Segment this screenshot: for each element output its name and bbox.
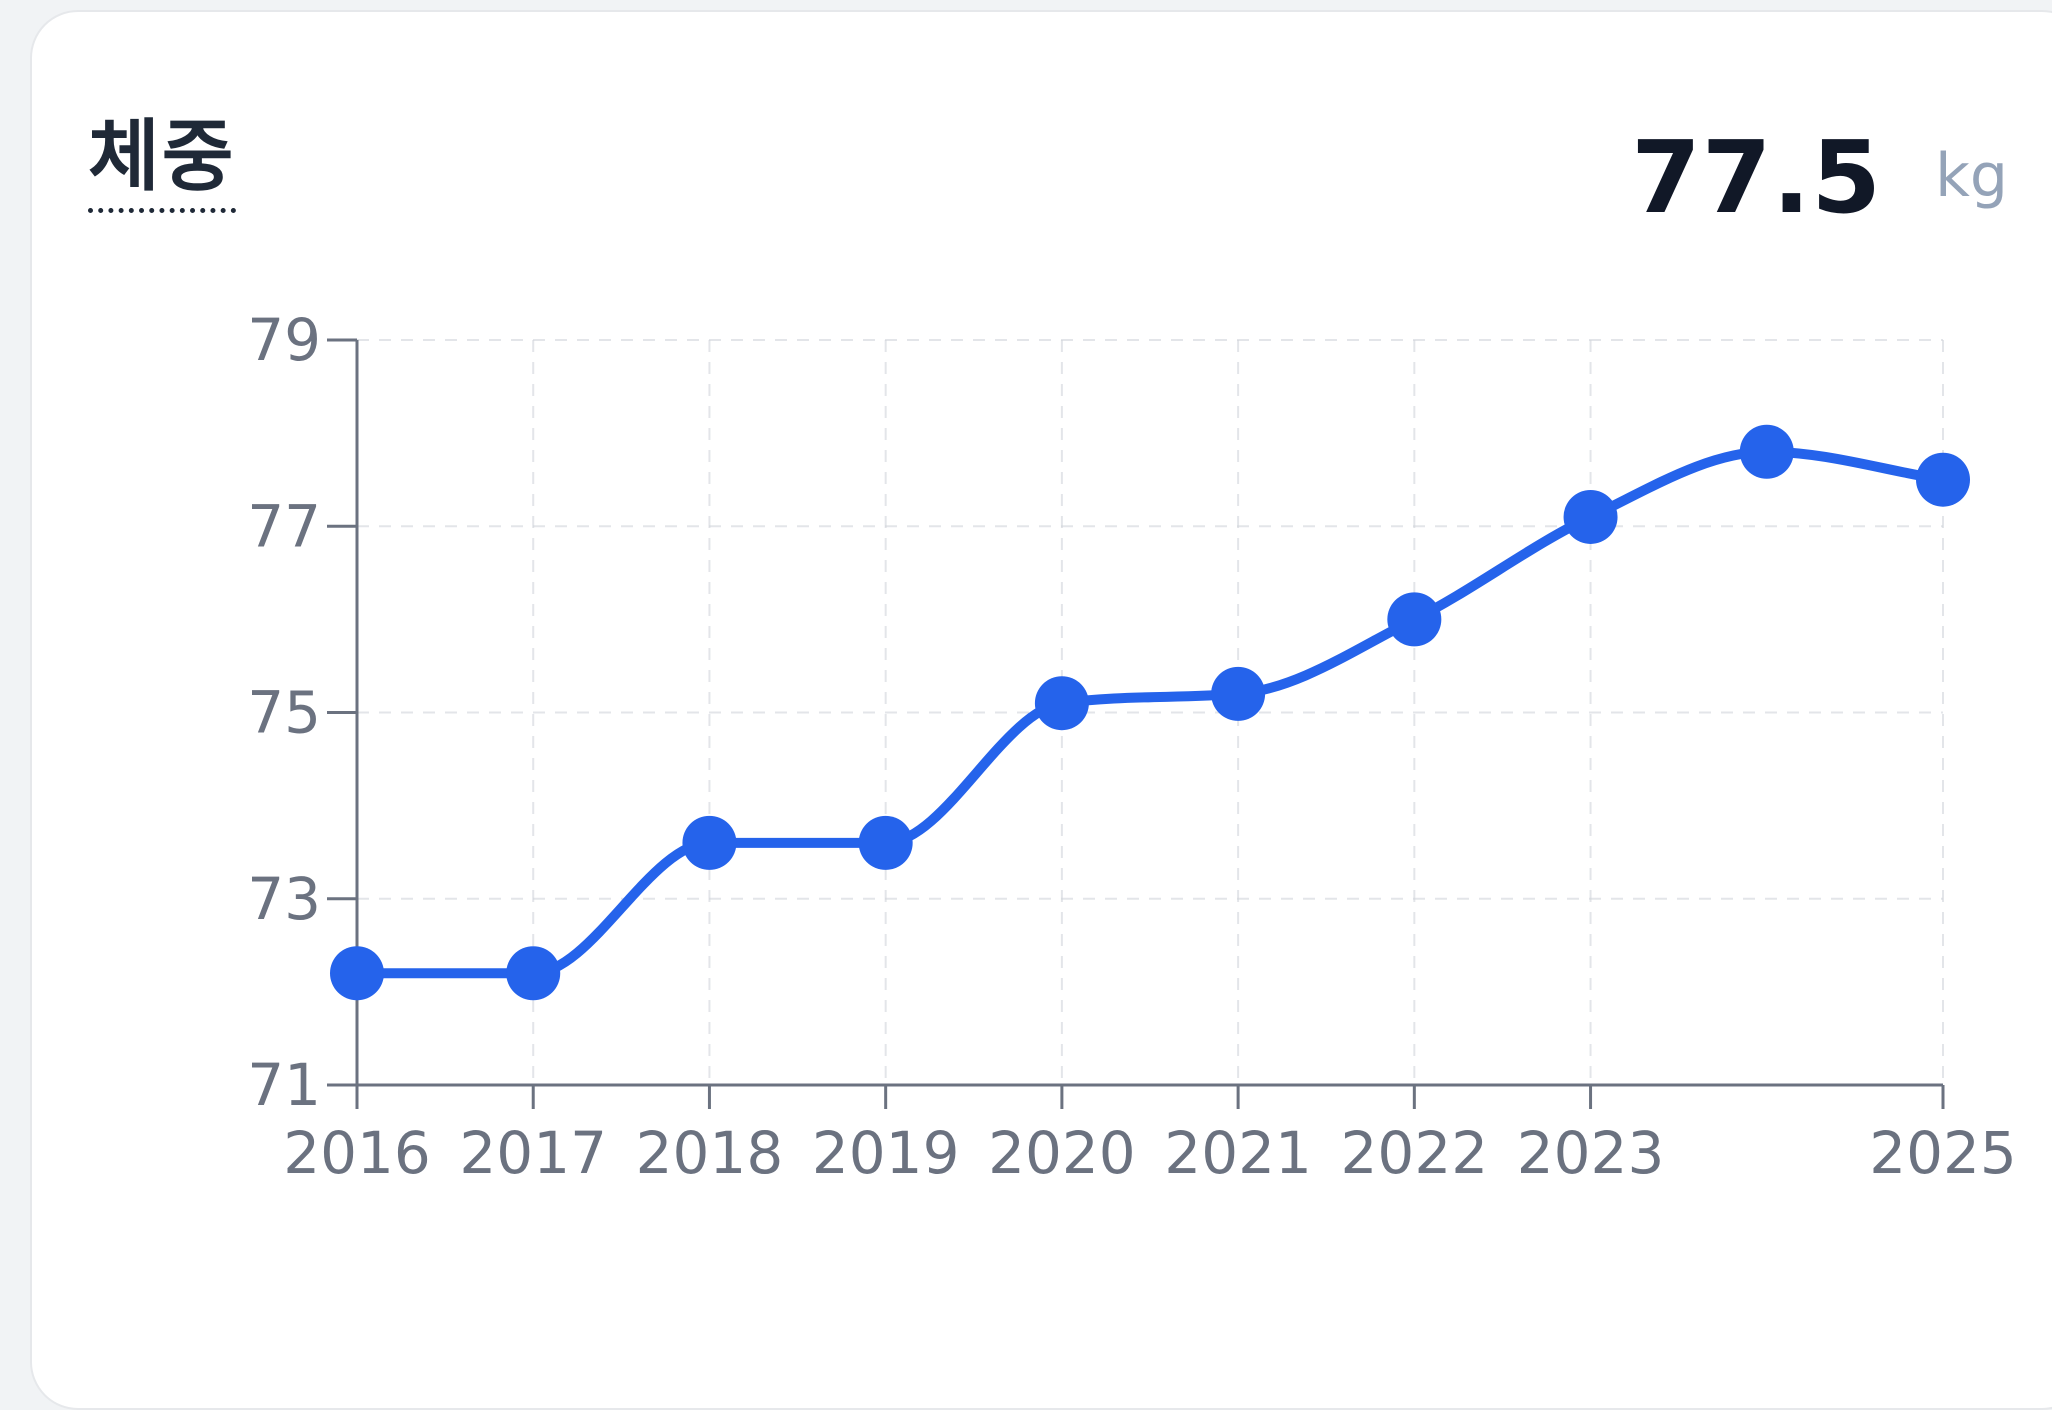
label-layer: 71 73 75 77 79 2016 2017 2018 2019 2020 2021 2022 20… [247, 306, 2017, 1187]
data-point-2020 [1034, 676, 1089, 731]
y-tick-label: 77 [247, 492, 321, 560]
metric-title[interactable]: 체중 [88, 118, 236, 213]
data-point-2017 [506, 946, 561, 1001]
x-tick-label: 2025 [1869, 1119, 2017, 1187]
axis-layer [327, 338, 1945, 1109]
weight-line-chart: 71 73 75 77 79 2016 2017 2018 2019 2020 2021 2022 20… [247, 306, 2017, 1187]
x-tick-label: 2016 [283, 1119, 431, 1187]
data-point-2025 [1916, 452, 1970, 507]
x-tick-label: 2022 [1341, 1119, 1489, 1187]
data-point-2022 [1387, 592, 1442, 647]
data-point-2021 [1211, 666, 1266, 721]
x-tick-label: 2018 [636, 1119, 784, 1187]
series-line [352, 446, 1948, 979]
data-point-2024 [1739, 424, 1794, 479]
data-point-2023 [1563, 489, 1618, 544]
y-tick-label: 73 [247, 865, 321, 933]
y-tick-label: 71 [247, 1051, 321, 1119]
grid-layer [357, 339, 1944, 1085]
metric-unit: kg [1935, 141, 2008, 211]
series-layer [330, 424, 1970, 1001]
y-tick-label: 75 [247, 679, 321, 747]
y-tick-label: 79 [247, 306, 321, 374]
metric-value: 77.5 [1631, 119, 1882, 236]
data-point-2019 [858, 815, 913, 870]
data-point-2016 [330, 946, 384, 1001]
x-tick-label: 2019 [812, 1119, 960, 1187]
data-point-2018 [682, 815, 737, 870]
x-tick-label: 2020 [988, 1119, 1136, 1187]
x-tick-label: 2021 [1164, 1119, 1312, 1187]
x-tick-label: 2017 [459, 1119, 607, 1187]
x-tick-label: 2023 [1517, 1119, 1665, 1187]
